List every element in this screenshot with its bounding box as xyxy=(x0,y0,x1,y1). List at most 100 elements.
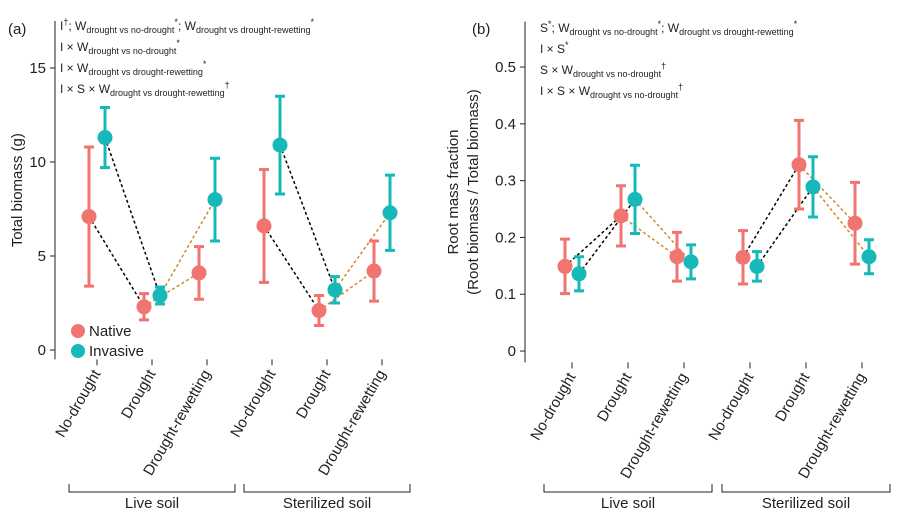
group-label: Live soil xyxy=(601,495,655,512)
point xyxy=(805,179,821,195)
annotation-part: * xyxy=(548,19,552,29)
point xyxy=(791,157,807,173)
annotation-part: S × W xyxy=(540,63,574,77)
point xyxy=(557,258,573,274)
annotation: S*; Wdrought vs no-drought*; Wdrought vs… xyxy=(540,19,798,37)
point xyxy=(152,287,168,303)
annotation-part: † xyxy=(63,17,68,27)
annotation: I × Wdrought vs no-drought* xyxy=(60,38,180,56)
x-tick-label: No-drought xyxy=(705,369,758,443)
connector-line xyxy=(756,186,814,267)
group-label: Sterilized soil xyxy=(762,495,850,512)
group-label: Sterilized soil xyxy=(283,495,371,512)
annotation-part: drought vs no-drought xyxy=(88,46,177,56)
annotation-part: I × S × W xyxy=(60,82,111,96)
point xyxy=(847,215,863,231)
connector-line xyxy=(798,164,856,224)
group-bracket xyxy=(243,484,411,493)
y-tick-label: 0.2 xyxy=(495,229,516,246)
annotation-part: * xyxy=(658,19,662,29)
connector-line xyxy=(812,186,870,258)
annotation-part: * xyxy=(565,40,569,50)
annotation-part: drought vs drought-rewetting xyxy=(88,67,203,77)
annotation-part: * xyxy=(203,59,207,69)
y-tick-label: 15 xyxy=(29,60,46,77)
annotation-part: I × W xyxy=(60,40,89,54)
point xyxy=(669,249,685,265)
group-bracket xyxy=(721,484,891,493)
annotation-part: * xyxy=(176,38,180,48)
annotation: S × Wdrought vs no-drought† xyxy=(540,61,666,79)
point xyxy=(272,137,288,153)
connector-line xyxy=(564,215,622,267)
y-axis-label: (Root biomass / Total biomass) xyxy=(465,89,482,295)
annotation-part: I × S xyxy=(540,42,565,56)
annotation: I × S* xyxy=(540,40,569,56)
connector-line xyxy=(742,164,800,258)
annotation: I × Wdrought vs drought-rewetting* xyxy=(60,59,207,77)
annotation: I†; Wdrought vs no-drought*; Wdrought vs… xyxy=(60,17,315,35)
connector-line xyxy=(578,198,636,275)
annotation-part: † xyxy=(661,61,666,71)
annotation-part: ; W xyxy=(178,19,197,33)
point xyxy=(327,282,343,298)
point xyxy=(627,191,643,207)
x-tick-label: No-drought xyxy=(52,366,105,440)
point xyxy=(571,266,587,282)
annotation: I × S × Wdrought vs no-drought† xyxy=(540,82,683,100)
annotation-part: * xyxy=(311,17,315,27)
annotation-part: drought vs no-drought xyxy=(86,25,175,35)
connector-line xyxy=(620,215,678,258)
group-bracket xyxy=(68,484,236,493)
annotation-part: * xyxy=(794,19,798,29)
y-axis-label: Total biomass (g) xyxy=(9,133,26,247)
point xyxy=(683,254,699,270)
x-tick-label: Drought xyxy=(118,366,160,421)
legend-label: Native xyxy=(89,323,132,340)
y-tick-label: 0 xyxy=(38,342,46,359)
x-tick-label: No-drought xyxy=(527,369,580,443)
panel-label: (a) xyxy=(8,21,26,38)
y-tick-label: 0.4 xyxy=(495,116,516,133)
point xyxy=(613,208,629,224)
y-axis-label: Root mass fraction xyxy=(445,129,462,254)
point xyxy=(366,263,382,279)
annotation-part: drought vs drought-rewetting xyxy=(110,88,225,98)
connector-line xyxy=(263,225,320,311)
point xyxy=(382,205,398,221)
point xyxy=(207,192,223,208)
legend-label: Invasive xyxy=(89,343,144,360)
panel-label: (b) xyxy=(472,21,490,38)
connector-line xyxy=(318,270,375,312)
point xyxy=(136,299,152,315)
annotation-part: drought vs drought-rewetting xyxy=(679,27,794,37)
x-tick-label: No-drought xyxy=(227,366,280,440)
x-tick-label: Drought xyxy=(594,369,636,424)
annotation-part: † xyxy=(678,82,683,92)
point xyxy=(861,249,877,265)
point xyxy=(191,265,207,281)
annotation-part: * xyxy=(174,17,178,27)
y-tick-label: 10 xyxy=(29,154,46,171)
point xyxy=(311,303,327,319)
annotation-part: ; W xyxy=(552,21,571,35)
point xyxy=(97,130,113,146)
x-tick-label: Drought xyxy=(772,369,814,424)
connector-line xyxy=(279,144,336,291)
connector-line xyxy=(334,212,391,291)
y-tick-label: 0 xyxy=(508,343,516,360)
annotation-part: drought vs no-drought xyxy=(590,90,679,100)
annotation: I × S × Wdrought vs drought-rewetting† xyxy=(60,80,230,98)
connector-line xyxy=(634,198,692,263)
annotation-part: drought vs no-drought xyxy=(570,27,659,37)
annotation-part: ; W xyxy=(68,19,87,33)
annotation-part: drought vs no-drought xyxy=(573,69,662,79)
y-tick-label: 0.5 xyxy=(495,59,516,76)
legend-marker xyxy=(71,324,85,338)
connector-line xyxy=(159,199,216,296)
annotation-part: S xyxy=(540,21,548,35)
point xyxy=(256,218,272,234)
point xyxy=(749,258,765,274)
annotation-part: ; W xyxy=(661,21,680,35)
